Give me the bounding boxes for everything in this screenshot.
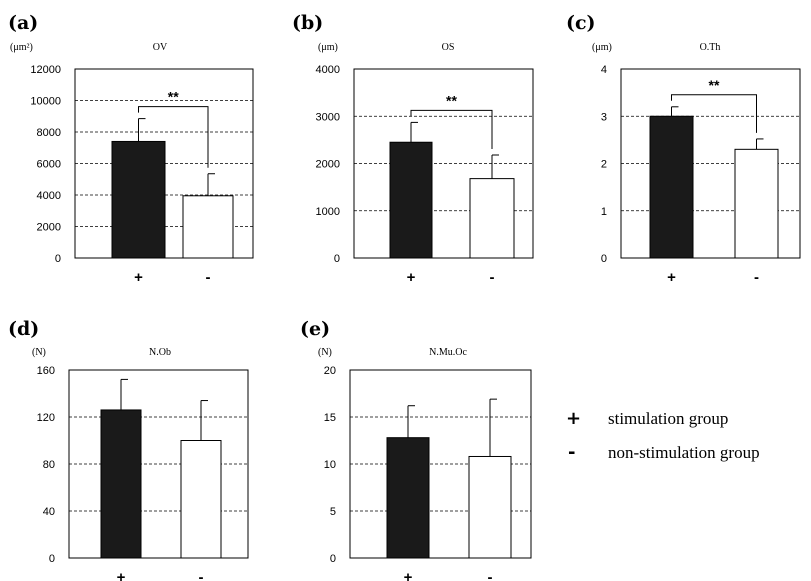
y-tick-label: 4 [601, 64, 607, 76]
panel-letter-a: (a) [8, 12, 39, 34]
panel-title-c: O.Th [699, 42, 721, 53]
y-tick-label: 1 [601, 206, 607, 218]
y-tick-label: 8000 [37, 127, 61, 139]
x-tick-label: - [206, 269, 211, 286]
y-tick-label: 2000 [37, 222, 61, 234]
y-tick-label: 3 [601, 111, 607, 123]
panel-letter-c: (c) [566, 12, 596, 34]
plot-frame [349, 369, 532, 559]
bar-non-stimulation [180, 440, 222, 559]
panel-letter-d: (d) [8, 318, 40, 340]
significance-label: ** [168, 89, 179, 105]
x-tick-label: - [199, 569, 204, 581]
significance-label: ** [446, 92, 457, 108]
significance-bracket [138, 106, 209, 168]
y-tick-label: 160 [37, 365, 55, 377]
panel-unit-d: (N) [32, 347, 46, 358]
bar-non-stimulation [469, 178, 515, 259]
x-tick-label: + [117, 569, 126, 581]
bar-stimulation [389, 141, 433, 259]
legend-item-stimulation: + stimulation group [562, 406, 811, 440]
x-tick-label: - [490, 269, 495, 286]
panel-unit-c: (μm) [592, 42, 612, 53]
y-tick-label: 1000 [316, 206, 340, 218]
panel-title-e: N.Mu.Oc [429, 347, 467, 358]
x-tick-label: + [667, 269, 676, 286]
legend-label-non-stimulation: non-stimulation group [608, 443, 760, 462]
y-tick-label: 4000 [316, 64, 340, 76]
x-tick-label: + [404, 569, 413, 581]
y-tick-label: 40 [43, 506, 55, 518]
panel-unit-a: (μm²) [10, 42, 33, 53]
y-tick-label: 2000 [316, 159, 340, 171]
y-tick-label: 6000 [37, 159, 61, 171]
x-tick-label: + [134, 269, 143, 286]
significance-bracket [410, 109, 493, 149]
y-tick-label: 0 [55, 253, 61, 265]
bar-non-stimulation [468, 455, 512, 559]
bar-non-stimulation [734, 148, 779, 259]
y-tick-label: 10 [324, 459, 336, 471]
legend: + stimulation group - non-stimulation gr… [562, 406, 811, 474]
y-tick-label: 0 [601, 253, 607, 265]
y-tick-label: 0 [330, 553, 336, 565]
panel-title-a: OV [152, 42, 168, 53]
legend-label-stimulation: stimulation group [608, 409, 729, 428]
bar-stimulation [649, 115, 694, 259]
y-tick-label: 10000 [30, 96, 61, 108]
bar-stimulation [386, 437, 430, 559]
panel-title-d: N.Ob [149, 347, 171, 358]
legend-symbol-minus: - [568, 442, 576, 463]
significance-label: ** [709, 77, 720, 93]
plot-frame [620, 68, 801, 259]
legend-item-non-stimulation: - non-stimulation group [562, 440, 811, 474]
y-tick-label: 20 [324, 365, 336, 377]
y-tick-label: 80 [43, 459, 55, 471]
x-tick-label: - [488, 569, 493, 581]
panel-letter-b: (b) [292, 12, 324, 34]
y-tick-label: 2 [601, 159, 607, 171]
bar-stimulation [111, 140, 166, 259]
panel-unit-b: (μm) [318, 42, 338, 53]
y-tick-label: 0 [334, 253, 340, 265]
y-tick-label: 120 [37, 412, 55, 424]
significance-bracket [671, 94, 757, 133]
panel-unit-e: (N) [318, 347, 332, 358]
x-tick-label: - [754, 269, 759, 286]
y-tick-label: 5 [330, 506, 336, 518]
plot-frame [68, 369, 249, 559]
y-tick-label: 12000 [30, 64, 61, 76]
legend-symbol-plus: + [566, 408, 582, 429]
bar-stimulation [100, 409, 142, 559]
panel-letter-e: (e) [300, 318, 331, 340]
y-tick-label: 4000 [37, 190, 61, 202]
y-tick-label: 3000 [316, 111, 340, 123]
y-tick-label: 15 [324, 412, 336, 424]
plot-frame [353, 68, 534, 259]
x-tick-label: + [407, 269, 416, 286]
panel-title-b: OS [441, 42, 455, 53]
y-tick-label: 0 [49, 553, 55, 565]
